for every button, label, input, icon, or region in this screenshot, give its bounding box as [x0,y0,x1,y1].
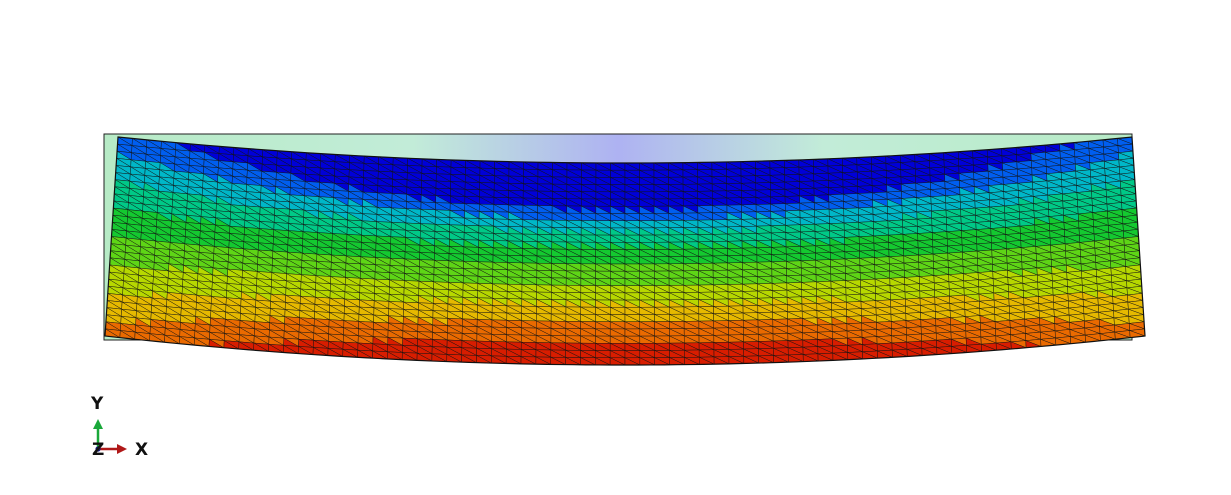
y-axis-label: Y [90,394,104,414]
z-axis-label: Z [92,440,104,460]
x-axis-arrowhead-icon [117,444,127,454]
y-axis-arrowhead-icon [93,419,103,429]
deformed-contour-mesh [104,136,1146,366]
x-axis-label: X [135,440,148,460]
coordinate-triad: Y Z X [90,394,148,460]
